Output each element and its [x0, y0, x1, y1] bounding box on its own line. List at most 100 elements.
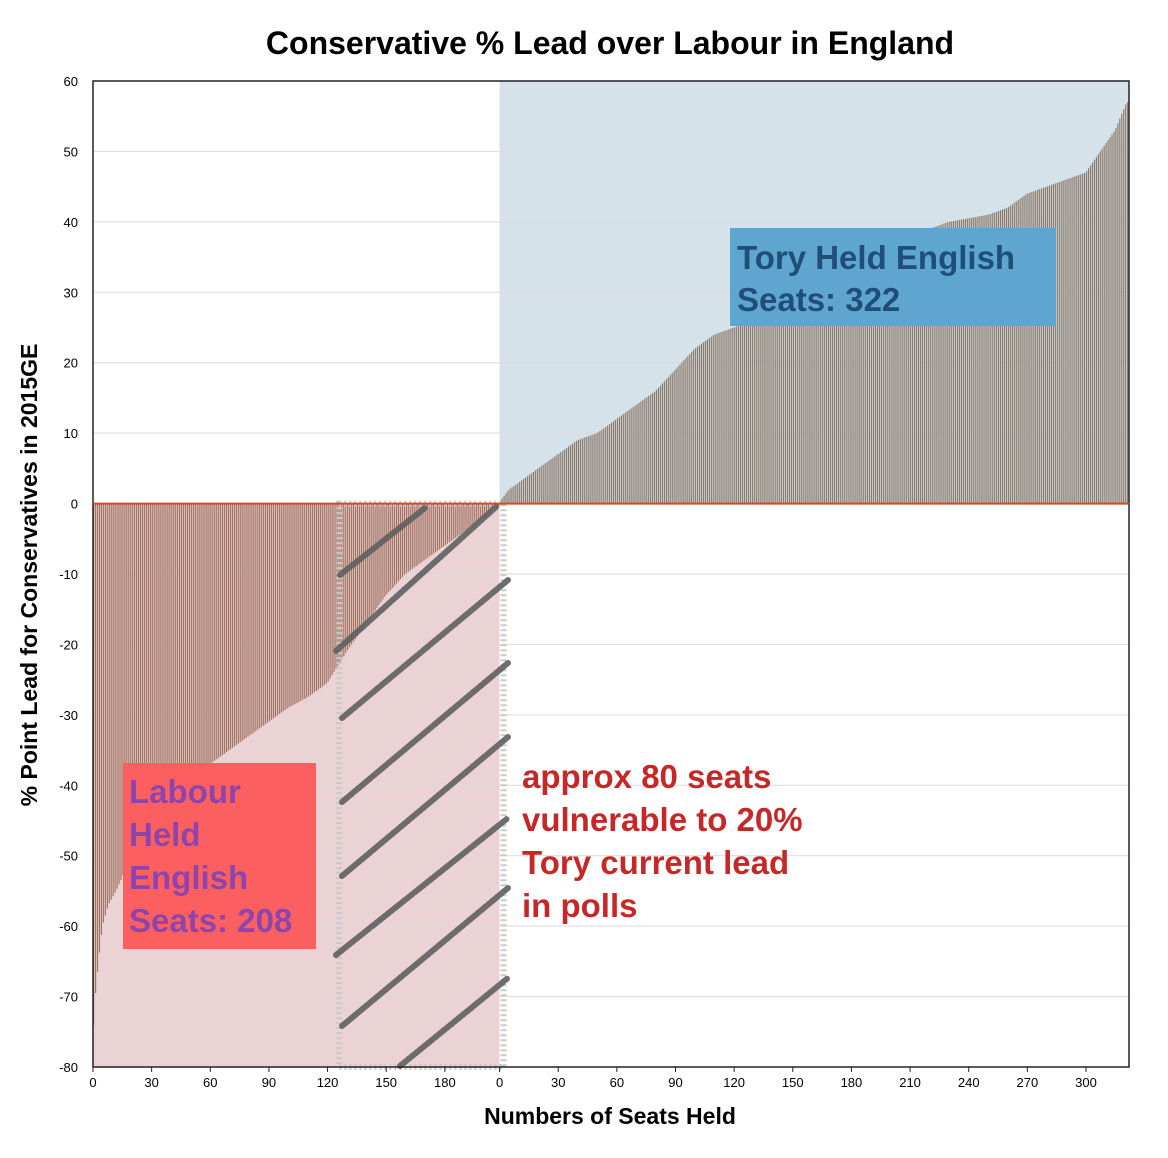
tory-bar [675, 368, 677, 504]
tory-bar [1048, 185, 1051, 504]
tory-bar [976, 216, 978, 504]
labour-bar [251, 503, 253, 734]
labour-bar [460, 503, 462, 534]
y-tick-label: -20 [59, 637, 78, 652]
tory-bar [996, 211, 998, 504]
tory-bar [1041, 188, 1043, 504]
tory-bar [755, 319, 757, 504]
tory-bar [583, 437, 585, 504]
tory-bar [1021, 197, 1023, 504]
tory-bar [1076, 175, 1078, 504]
tory-bar [994, 212, 996, 504]
labour-bar [218, 503, 220, 758]
tory-bar [546, 462, 548, 504]
tory-bar [951, 221, 953, 504]
tory-bar [732, 327, 734, 504]
labour-bar [435, 503, 437, 553]
tory-bar [878, 246, 881, 504]
tory-bar [837, 273, 839, 504]
tory-bar [925, 229, 927, 504]
tory-bar [955, 220, 957, 504]
labour-bar [394, 503, 396, 586]
labour-bar [380, 503, 382, 603]
y-tick-label: 50 [64, 144, 78, 159]
tory-bar [673, 370, 675, 504]
tory-bar [1113, 131, 1115, 504]
labour-bar [347, 503, 349, 651]
labour-bar [141, 503, 144, 841]
labour-bar [405, 503, 407, 574]
tory-bar [671, 372, 673, 504]
tory-bar [1095, 157, 1097, 504]
labour-bar [331, 503, 333, 676]
tory-bar [587, 436, 589, 504]
tory-bar [765, 315, 767, 504]
labour-bar [118, 503, 120, 885]
x-axis-label: Numbers of Seats Held [484, 1103, 736, 1129]
tory-bar [1044, 186, 1047, 504]
tory-bar [513, 485, 515, 504]
labour-bar [366, 503, 368, 622]
tory-bar [740, 325, 742, 504]
hatch-line [339, 734, 511, 879]
tory-bar [882, 245, 884, 504]
tory-bar [892, 241, 894, 504]
tory-bar [1068, 178, 1070, 504]
labour-bar [395, 503, 398, 584]
labour-bar [102, 503, 104, 923]
labour-bar [345, 503, 347, 654]
tory-bar [712, 335, 714, 504]
plot-frame [92, 80, 1130, 1068]
tory-bar [968, 218, 970, 504]
tory-bar [970, 217, 972, 504]
tory-bar [1033, 191, 1035, 504]
tory-bar [679, 364, 681, 504]
tory-bar [1039, 189, 1041, 504]
tory-bar [636, 404, 638, 504]
labour-bar [462, 503, 464, 533]
labour-bar [155, 503, 157, 823]
x-tick-label: 240 [958, 1075, 980, 1090]
annotation-layer: Tory Held English Seats: 322 Labour Held Eng… [123, 228, 1056, 949]
labour-bar [210, 503, 212, 764]
tory-bar [964, 218, 967, 504]
tory-bar [816, 288, 818, 504]
tory-bar [900, 239, 902, 504]
tory-bar [1105, 142, 1107, 504]
tory-bar [669, 375, 671, 504]
labour-bar [478, 503, 480, 522]
tory-bar [781, 310, 783, 504]
tory-bar [519, 481, 521, 504]
labour-bar [319, 503, 321, 689]
tory-bar [1019, 198, 1021, 504]
x-tick-label: 180 [841, 1075, 863, 1090]
labour-bar [206, 503, 208, 768]
y-tick-label: -40 [59, 778, 78, 793]
labour-bar [325, 503, 327, 684]
tory-bar [714, 334, 716, 504]
x-tick-label: 0 [89, 1075, 96, 1090]
tory-bar [1009, 205, 1011, 504]
tory-bar [863, 254, 865, 504]
tory-bar [794, 304, 796, 504]
tory-bar [730, 328, 732, 504]
labour-bar [196, 503, 198, 778]
tory-bar [853, 262, 855, 504]
tory-bar [947, 222, 949, 504]
y-tick-label: 20 [64, 356, 78, 371]
labour-bar [247, 503, 249, 737]
tory-annotation-text: Seats: 322 [737, 281, 900, 318]
labour-bar [139, 503, 142, 844]
tory-bar [665, 379, 667, 504]
tory-bar [898, 239, 900, 504]
tory-bar [956, 220, 959, 504]
x-tick-label: 90 [668, 1075, 682, 1090]
labour-bar [214, 503, 216, 761]
labour-bar [411, 503, 413, 570]
labour-bar [438, 503, 441, 550]
tory-bar [1119, 118, 1121, 504]
labour-bar [114, 503, 116, 893]
tory-annotation-text: Tory Held English [737, 239, 1015, 276]
tory-bar [515, 484, 517, 504]
tory-bar [962, 219, 965, 504]
